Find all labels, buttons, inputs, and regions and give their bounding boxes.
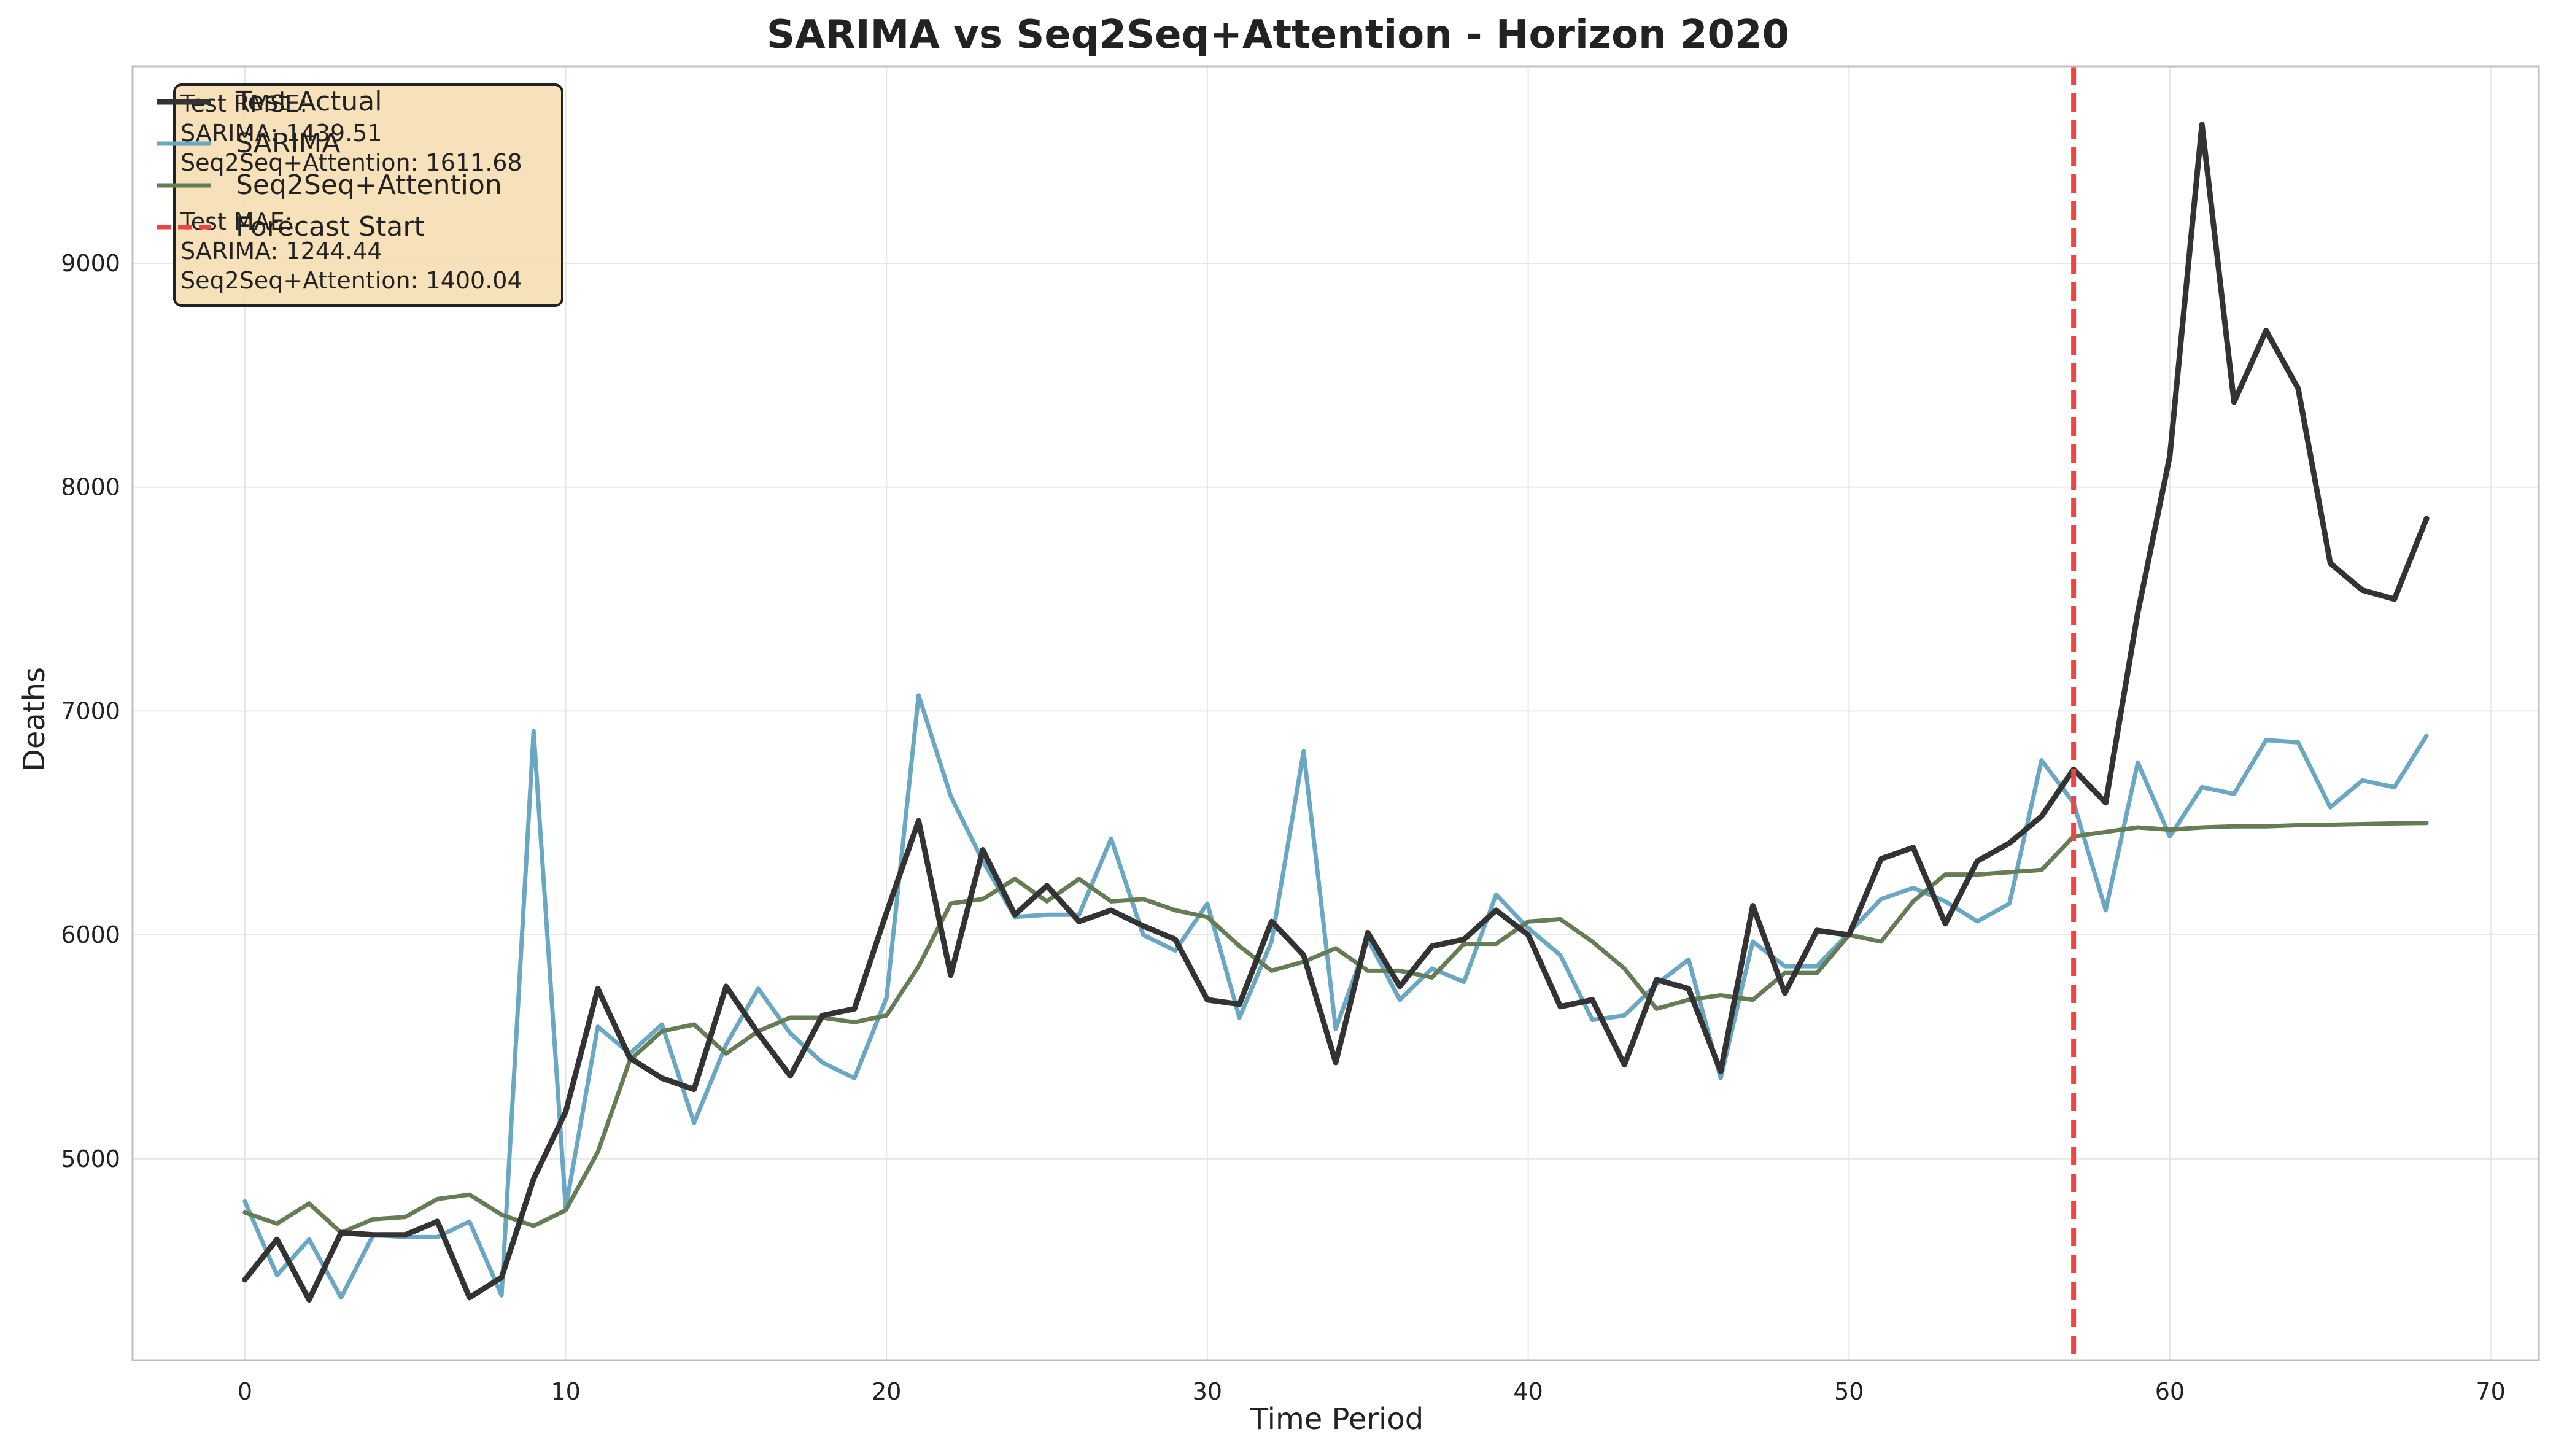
metrics-box <box>173 83 563 307</box>
x-tick-label: 60 <box>2155 1378 2185 1405</box>
y-tick-label: 8000 <box>61 474 120 501</box>
legend-label-actual: Test Actual <box>235 86 382 117</box>
legend-and-metrics: Test RMSE:SARIMA: 1439.51Seq2Seq+Attenti… <box>157 83 563 307</box>
plot-area <box>242 66 2430 1360</box>
series-line-seq2seq <box>242 821 2429 1235</box>
y-axis-label: Deaths <box>17 667 52 772</box>
metrics-text-line: Seq2Seq+Attention: 1611.68 <box>180 149 522 176</box>
series-line-actual <box>242 122 2430 1303</box>
x-tick-label: 0 <box>238 1378 252 1405</box>
y-tick-label: 9000 <box>61 250 120 277</box>
plot-frame <box>131 65 2540 1361</box>
x-tick-label: 10 <box>551 1378 580 1405</box>
y-tick-label: 5000 <box>61 1145 120 1172</box>
legend-label-sarima: SARIMA <box>236 128 340 159</box>
legend-label-forecast: Forecast Start <box>236 211 425 242</box>
x-tick-label: 70 <box>2476 1378 2505 1405</box>
metrics-text-line: Seq2Seq+Attention: 1400.04 <box>180 267 522 294</box>
x-tick-label: 40 <box>1513 1378 1543 1405</box>
x-tick-label: 30 <box>1193 1378 1222 1405</box>
metrics-text-line: SARIMA: 1244.44 <box>180 238 382 265</box>
x-tick-label: 50 <box>1834 1378 1864 1405</box>
metrics-text-line: SARIMA: 1439.51 <box>180 120 382 147</box>
x-tick-label: 20 <box>872 1378 901 1405</box>
legend-label-seq2seq: Seq2Seq+Attention <box>236 169 502 201</box>
y-tick-label: 7000 <box>61 697 120 724</box>
chart-title: SARIMA vs Seq2Seq+Attention - Horizon 20… <box>767 12 1789 58</box>
grid <box>133 66 2539 1360</box>
axes: 0 10 20 30 40 50 60 70 5000 6000 7000 8000 9000 <box>61 250 2505 1405</box>
y-tick-label: 6000 <box>61 921 120 948</box>
metrics-text-line: Test MAE: <box>180 208 293 235</box>
x-axis-label: Time Period <box>1250 1402 1423 1436</box>
